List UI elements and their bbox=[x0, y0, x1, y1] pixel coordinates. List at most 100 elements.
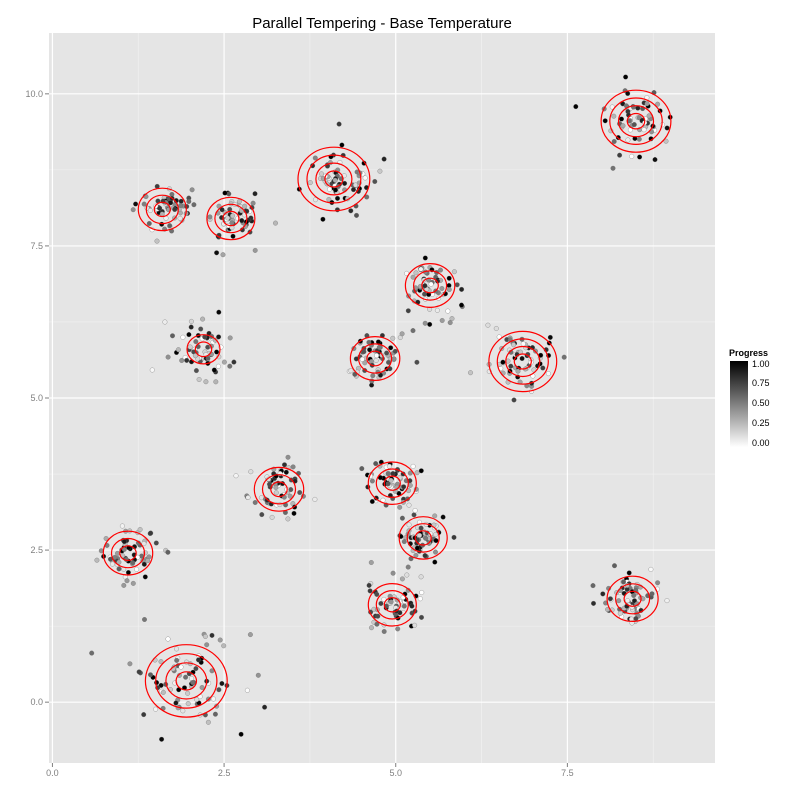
data-point bbox=[401, 484, 407, 490]
data-point bbox=[378, 601, 384, 606]
data-point bbox=[427, 321, 433, 327]
data-point bbox=[186, 332, 192, 338]
data-point bbox=[190, 680, 196, 685]
data-point bbox=[414, 540, 420, 546]
data-point bbox=[399, 515, 405, 521]
data-point bbox=[655, 580, 661, 586]
data-point bbox=[178, 664, 184, 670]
data-point bbox=[414, 470, 420, 476]
data-point bbox=[252, 191, 258, 197]
y-axis: 0.0 2.5 5.0 7.5 10.0 bbox=[25, 89, 49, 707]
data-point bbox=[377, 168, 383, 174]
data-point bbox=[374, 591, 380, 597]
data-point bbox=[312, 496, 318, 502]
data-point bbox=[362, 175, 368, 181]
data-point bbox=[287, 493, 293, 499]
data-point bbox=[209, 632, 215, 638]
data-point bbox=[508, 363, 514, 369]
data-point bbox=[400, 471, 406, 477]
density-contour bbox=[261, 474, 297, 505]
data-point bbox=[273, 485, 279, 490]
data-point bbox=[165, 636, 171, 642]
data-point bbox=[233, 473, 239, 479]
data-point bbox=[332, 177, 338, 183]
data-point bbox=[401, 539, 407, 545]
density-contour bbox=[366, 350, 384, 367]
data-point bbox=[625, 137, 631, 143]
data-point bbox=[410, 463, 416, 469]
data-point bbox=[405, 564, 411, 570]
data-point bbox=[222, 190, 228, 196]
y-tick-label: 10.0 bbox=[25, 89, 43, 99]
data-point bbox=[191, 202, 197, 208]
data-point bbox=[422, 283, 428, 289]
data-point bbox=[334, 207, 340, 213]
data-point bbox=[385, 471, 391, 477]
data-point bbox=[422, 255, 428, 261]
data-point bbox=[188, 324, 194, 330]
data-point bbox=[277, 502, 283, 508]
data-point bbox=[372, 179, 378, 184]
data-point bbox=[391, 356, 397, 362]
density-contour bbox=[375, 468, 409, 498]
data-point bbox=[607, 596, 613, 602]
data-point bbox=[417, 596, 423, 602]
data-point bbox=[141, 201, 147, 207]
data-point bbox=[342, 180, 348, 186]
density-contour bbox=[119, 545, 137, 561]
data-point bbox=[641, 127, 647, 133]
data-point bbox=[646, 113, 652, 119]
density-contour bbox=[144, 644, 228, 718]
density-contour bbox=[606, 575, 659, 623]
data-point bbox=[620, 123, 626, 129]
data-point bbox=[165, 549, 171, 555]
data-point bbox=[203, 379, 209, 385]
x-axis: 0.0 2.5 5.0 7.5 bbox=[46, 763, 574, 778]
data-point bbox=[631, 593, 637, 598]
data-point bbox=[335, 195, 340, 201]
data-point bbox=[290, 464, 296, 470]
data-point bbox=[540, 365, 546, 371]
density-contour bbox=[367, 582, 417, 627]
data-point bbox=[629, 153, 635, 159]
density-contour bbox=[206, 196, 256, 241]
data-point bbox=[137, 527, 143, 532]
data-point bbox=[179, 358, 185, 363]
data-point bbox=[259, 512, 265, 518]
data-point bbox=[447, 320, 453, 326]
data-point bbox=[176, 672, 182, 678]
density-contour bbox=[253, 466, 305, 512]
data-point bbox=[369, 499, 375, 504]
data-point bbox=[621, 579, 626, 585]
density-contour bbox=[614, 583, 651, 615]
data-point bbox=[413, 270, 419, 276]
data-point bbox=[178, 203, 184, 208]
data-point bbox=[664, 125, 670, 131]
data-point bbox=[648, 566, 654, 572]
data-point bbox=[390, 335, 396, 341]
data-point bbox=[225, 215, 231, 221]
data-point bbox=[154, 680, 160, 686]
data-point bbox=[177, 215, 183, 221]
data-point bbox=[153, 706, 159, 712]
data-point bbox=[211, 367, 217, 373]
data-point bbox=[451, 534, 457, 540]
data-point bbox=[623, 74, 629, 80]
data-point bbox=[386, 463, 392, 469]
data-point bbox=[252, 500, 258, 505]
data-point bbox=[397, 504, 403, 510]
data-point bbox=[153, 540, 159, 546]
density-contour bbox=[306, 154, 362, 204]
data-point bbox=[219, 681, 225, 686]
data-point bbox=[423, 535, 429, 541]
density-contour bbox=[617, 105, 655, 138]
data-point bbox=[446, 275, 452, 281]
data-point bbox=[185, 701, 191, 707]
data-point bbox=[213, 379, 219, 385]
data-point bbox=[390, 471, 396, 477]
data-point bbox=[422, 320, 428, 326]
data-point bbox=[170, 333, 175, 339]
x-tick-label: 2.5 bbox=[218, 768, 231, 778]
data-point bbox=[399, 576, 405, 582]
